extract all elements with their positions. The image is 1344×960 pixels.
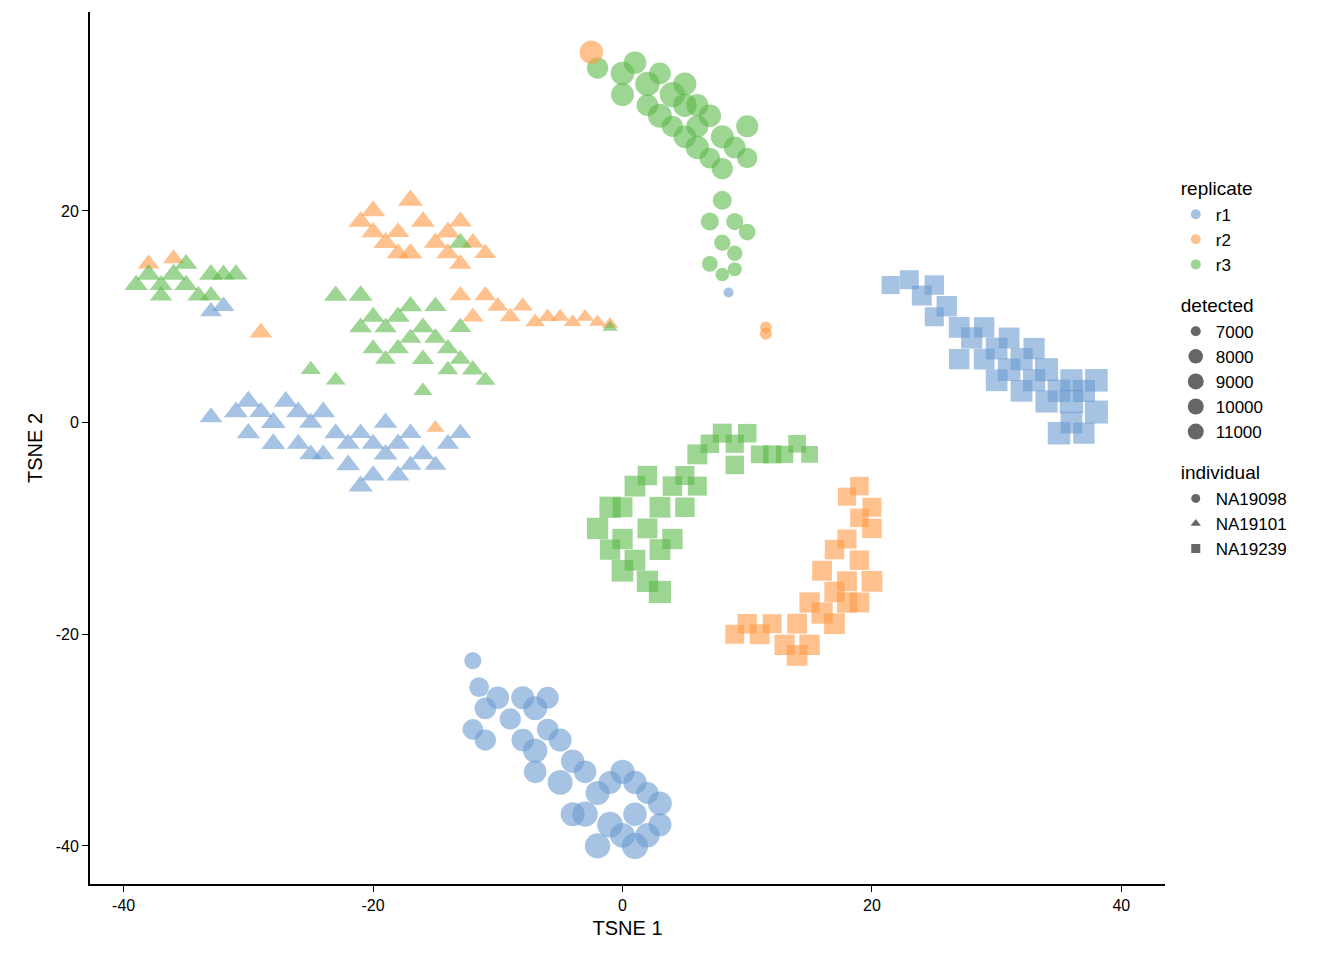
- svg-text:NA19101: NA19101: [1216, 515, 1287, 534]
- svg-text:0: 0: [618, 897, 627, 914]
- svg-text:r2: r2: [1216, 231, 1231, 250]
- svg-text:r1: r1: [1216, 206, 1231, 225]
- svg-text:11000: 11000: [1216, 423, 1262, 442]
- svg-text:replicate: replicate: [1181, 178, 1253, 199]
- svg-text:7000: 7000: [1216, 323, 1254, 342]
- svg-text:20: 20: [61, 203, 79, 220]
- svg-text:TSNE 1: TSNE 1: [592, 917, 662, 939]
- svg-text:-40: -40: [56, 838, 79, 855]
- svg-text:TSNE 2: TSNE 2: [24, 413, 46, 483]
- svg-text:r3: r3: [1216, 256, 1231, 275]
- svg-text:-40: -40: [112, 897, 135, 914]
- svg-text:9000: 9000: [1216, 373, 1254, 392]
- svg-text:detected: detected: [1181, 295, 1254, 316]
- svg-text:NA19239: NA19239: [1216, 540, 1287, 559]
- svg-text:individual: individual: [1181, 462, 1260, 483]
- svg-text:-20: -20: [56, 626, 79, 643]
- svg-text:20: 20: [863, 897, 881, 914]
- svg-text:40: 40: [1112, 897, 1130, 914]
- svg-text:NA19098: NA19098: [1216, 490, 1287, 509]
- svg-text:8000: 8000: [1216, 348, 1254, 367]
- svg-text:-20: -20: [362, 897, 385, 914]
- svg-text:10000: 10000: [1216, 398, 1263, 417]
- svg-text:0: 0: [70, 414, 79, 431]
